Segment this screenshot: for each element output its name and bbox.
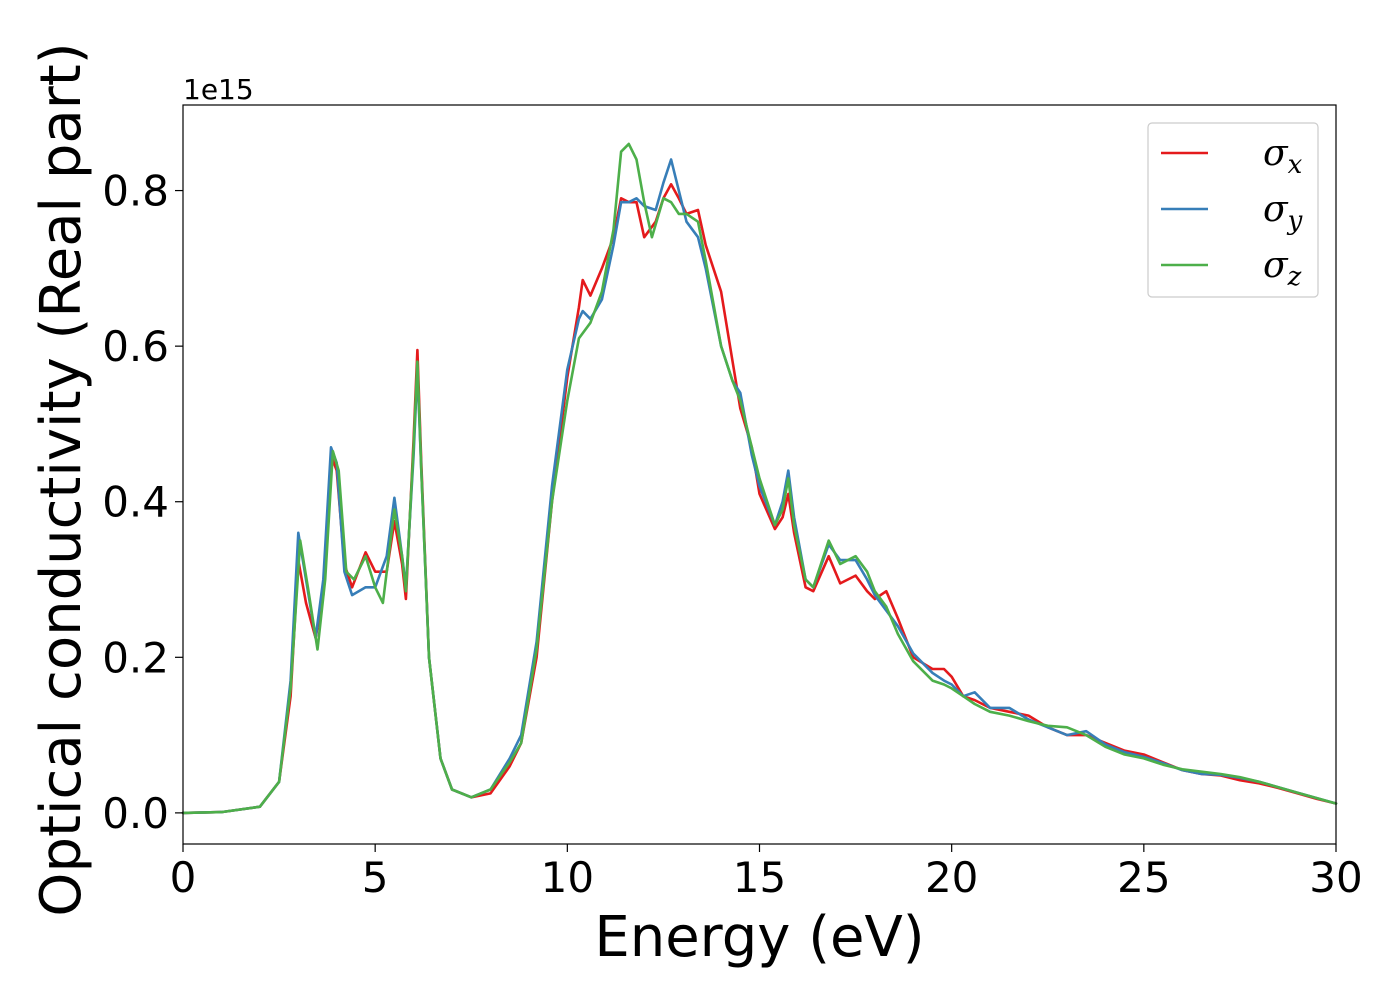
legend-box (1147, 122, 1319, 298)
legend-item-z: σz (1161, 245, 1302, 292)
legend-item-x: σx (1161, 133, 1303, 180)
y-tick-label: 0.8 (102, 167, 169, 216)
x-tick-label: 5 (362, 853, 389, 902)
y-offset-label: 1e15 (183, 73, 254, 106)
y-tick-label: 0.0 (102, 789, 169, 838)
legend-label: σx (1263, 133, 1303, 180)
x-tick-label: 15 (733, 853, 786, 902)
y-tick-label: 0.2 (102, 633, 169, 682)
x-axis: 0 5 10 15 20 25 30 (170, 844, 1363, 902)
x-tick-label: 0 (170, 853, 197, 902)
x-tick-label: 25 (1117, 853, 1170, 902)
y-tick-label: 0.4 (102, 478, 169, 527)
legend: σx σy σz (1147, 122, 1319, 298)
y-axis-title: Optical conductivity (Real part) (29, 42, 94, 916)
x-tick-label: 30 (1309, 853, 1362, 902)
legend-label: σy (1263, 189, 1303, 236)
legend-item-y: σy (1161, 189, 1303, 236)
x-tick-label: 20 (925, 853, 978, 902)
series-line-z (181, 142, 1338, 815)
y-axis: 0.0 0.2 0.4 0.6 0.8 (102, 167, 183, 838)
x-axis-title: Energy (eV) (594, 905, 924, 970)
y-tick-label: 0.6 (102, 322, 169, 371)
series-line-y (181, 158, 1338, 815)
legend-label: σz (1263, 245, 1302, 292)
x-tick-label: 10 (541, 853, 594, 902)
